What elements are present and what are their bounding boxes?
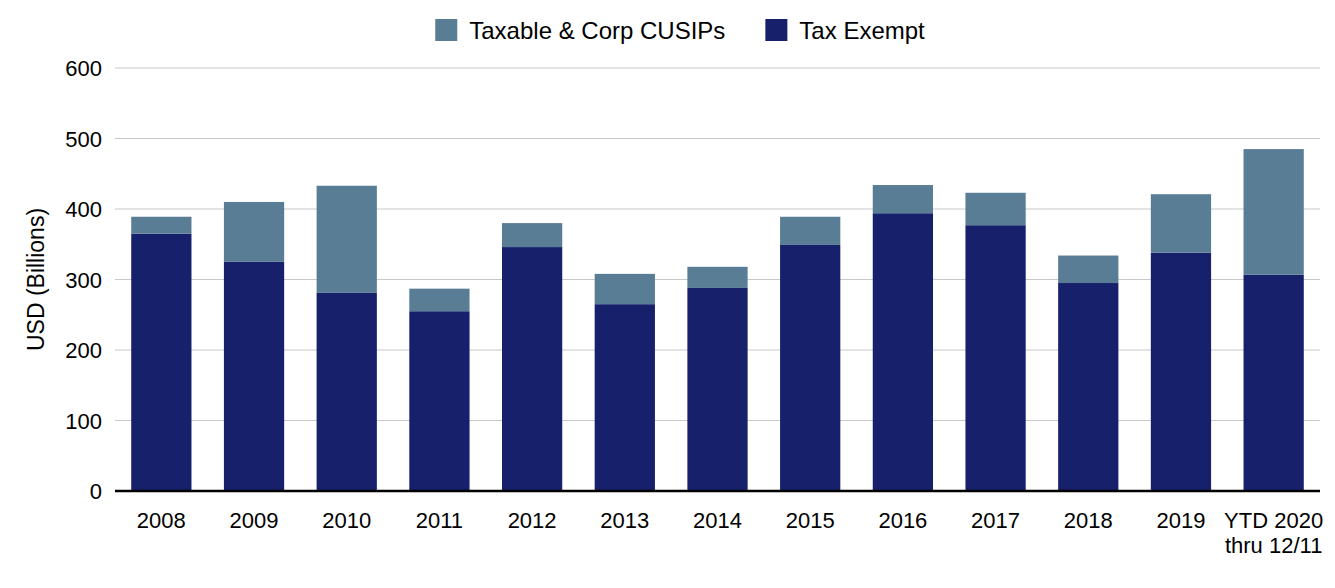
grid-line (115, 138, 1320, 139)
chart: 0 100 200 300 400 500 600 USD (Billions) 2008 200… (0, 0, 1335, 588)
grid-line (115, 68, 1320, 69)
bar (1151, 194, 1211, 253)
x-tick-line: 2019 (1156, 508, 1205, 533)
x-tick-label: 2010 (322, 508, 371, 533)
x-tick-line: 2010 (322, 508, 371, 533)
x-tick-label: 2013 (600, 508, 649, 533)
x-tick-line: 2015 (786, 508, 835, 533)
legend-label: Taxable & Corp CUSIPs (469, 17, 725, 44)
x-tick-label: 2016 (878, 508, 927, 533)
y-tick-label: 500 (65, 127, 102, 152)
bar (595, 274, 655, 304)
bar (965, 193, 1025, 225)
y-tick-label: 600 (65, 56, 102, 81)
bar (780, 217, 840, 245)
bar (873, 185, 933, 213)
x-tick-line: 2016 (878, 508, 927, 533)
bar (873, 213, 933, 491)
y-axis-label: USD (Billions) (23, 208, 49, 351)
bar (409, 289, 469, 312)
x-tick-label: 2018 (1064, 508, 1113, 533)
bar (595, 304, 655, 491)
bar (687, 288, 747, 491)
bar (224, 202, 284, 262)
bar (687, 267, 747, 288)
y-tick-label: 0 (90, 479, 102, 504)
x-tick-label: YTD 2020thru 12/11 (1224, 508, 1323, 558)
x-tick-line: 2009 (230, 508, 279, 533)
bar (1244, 149, 1304, 274)
legend-label: Tax Exempt (799, 17, 925, 44)
x-tick-line: 2012 (508, 508, 557, 533)
bar (1058, 256, 1118, 283)
x-tick-label: 2017 (971, 508, 1020, 533)
bars (131, 149, 1304, 491)
x-tick-line: 2011 (416, 508, 463, 533)
bar (224, 262, 284, 491)
x-tick-line: 2018 (1064, 508, 1113, 533)
x-tick-line: 2014 (693, 508, 742, 533)
y-tick-label: 400 (65, 197, 102, 222)
bar (1058, 283, 1118, 491)
bar (409, 311, 469, 491)
bar (965, 225, 1025, 491)
legend-swatch (765, 19, 787, 41)
y-tick-label: 100 (65, 409, 102, 434)
x-tick-label: 2015 (786, 508, 835, 533)
bar (502, 247, 562, 491)
y-tick-label: 300 (65, 268, 102, 293)
x-tick-label: 2014 (693, 508, 742, 533)
bar (780, 245, 840, 491)
legend: Taxable & Corp CUSIPs Tax Exempt (435, 17, 925, 44)
x-tick-line: thru 12/11 (1225, 533, 1322, 558)
x-tick-label: 2012 (508, 508, 557, 533)
x-tick-label: 2008 (137, 508, 186, 533)
bar (1244, 275, 1304, 491)
bar (502, 223, 562, 247)
bar (1151, 253, 1211, 491)
y-tick-label: 200 (65, 338, 102, 363)
bar (317, 293, 377, 491)
x-tick-label: 2011 (416, 508, 463, 533)
bar (131, 217, 191, 234)
bar (131, 234, 191, 491)
x-tick-line: 2017 (971, 508, 1020, 533)
x-tick-line: YTD 2020 (1224, 508, 1323, 533)
grid-line (115, 491, 1320, 492)
x-tick-label: 2009 (230, 508, 279, 533)
bar (317, 186, 377, 293)
x-tick-line: 2013 (600, 508, 649, 533)
x-axis-line (115, 490, 1320, 493)
grid-line (115, 209, 1320, 210)
x-tick-label: 2019 (1156, 508, 1205, 533)
x-tick-line: 2008 (137, 508, 186, 533)
legend-swatch (435, 19, 457, 41)
